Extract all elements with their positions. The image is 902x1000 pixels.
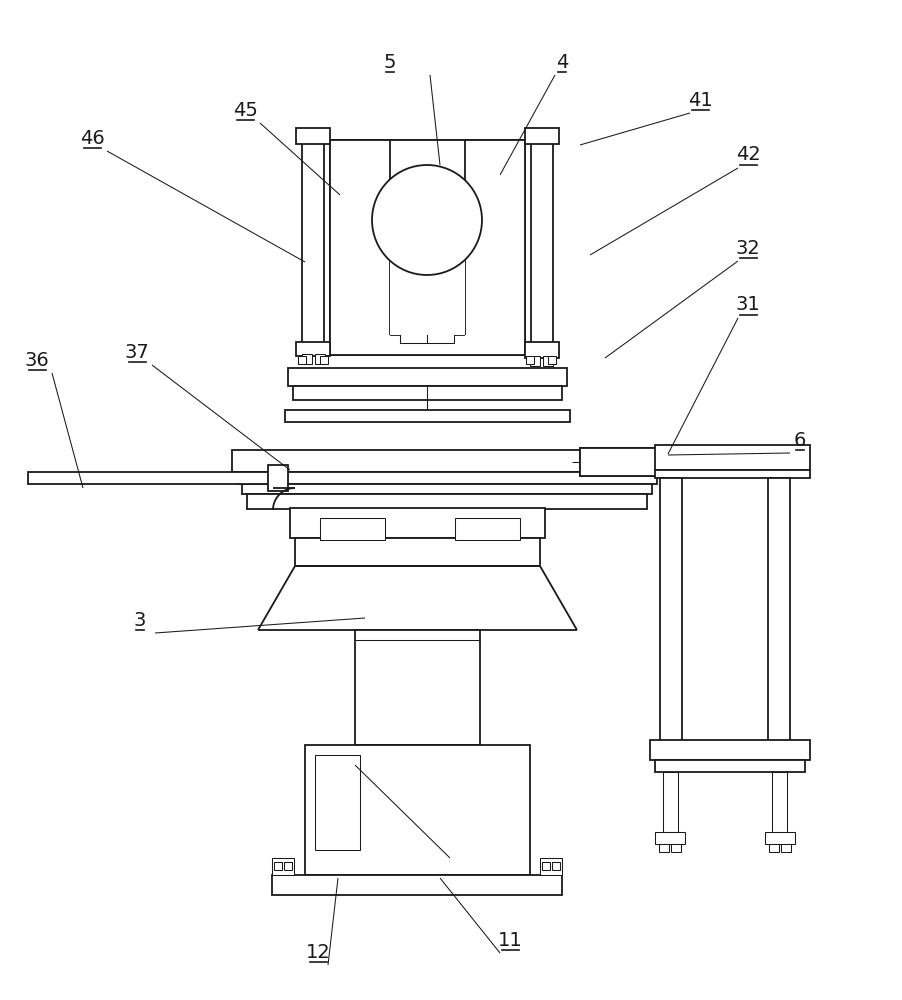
Bar xyxy=(660,478,682,768)
Bar xyxy=(330,140,525,355)
Bar xyxy=(295,538,540,566)
Bar xyxy=(284,862,292,870)
Text: 5: 5 xyxy=(383,52,396,72)
Bar xyxy=(525,128,559,144)
Bar xyxy=(232,450,662,472)
Bar xyxy=(288,368,567,386)
Bar xyxy=(296,128,330,144)
Text: 45: 45 xyxy=(233,101,257,119)
Bar xyxy=(247,494,647,509)
Bar xyxy=(772,772,787,832)
Bar xyxy=(330,140,388,355)
Bar xyxy=(655,445,810,470)
Bar xyxy=(355,630,480,745)
Bar xyxy=(320,356,328,364)
Bar xyxy=(28,472,273,484)
Bar xyxy=(400,315,454,343)
Bar xyxy=(296,342,330,356)
Bar xyxy=(540,858,562,875)
Bar xyxy=(671,844,681,852)
Bar xyxy=(293,386,562,400)
Text: 42: 42 xyxy=(736,145,760,164)
Bar xyxy=(285,410,570,422)
Bar xyxy=(290,508,545,538)
Bar xyxy=(768,478,790,768)
Bar xyxy=(315,755,360,850)
Bar xyxy=(302,130,324,345)
Circle shape xyxy=(372,165,482,275)
Text: 32: 32 xyxy=(736,238,760,257)
Bar xyxy=(320,518,385,540)
Bar xyxy=(655,832,685,844)
Text: 41: 41 xyxy=(687,91,713,109)
Bar xyxy=(552,862,560,870)
Bar xyxy=(548,356,556,364)
Text: 31: 31 xyxy=(736,296,760,314)
Bar xyxy=(526,356,534,364)
Bar xyxy=(580,448,765,476)
Bar xyxy=(765,832,795,844)
Bar xyxy=(650,740,810,760)
Bar xyxy=(543,356,553,366)
Text: 37: 37 xyxy=(124,342,150,361)
Bar xyxy=(580,448,765,476)
Bar xyxy=(525,342,559,358)
Bar xyxy=(530,356,540,366)
Bar xyxy=(272,875,562,895)
Bar xyxy=(781,844,791,852)
Bar xyxy=(268,465,288,491)
Bar xyxy=(531,130,553,345)
Bar xyxy=(655,760,805,772)
Text: 46: 46 xyxy=(79,128,105,147)
Bar xyxy=(315,354,325,364)
Bar xyxy=(237,472,657,484)
Bar xyxy=(274,862,282,870)
Bar xyxy=(542,862,550,870)
Bar xyxy=(272,858,294,875)
Bar xyxy=(663,772,678,832)
Text: 11: 11 xyxy=(498,930,522,950)
Bar xyxy=(769,844,779,852)
Bar xyxy=(242,484,652,494)
Text: 12: 12 xyxy=(306,942,330,962)
Text: 4: 4 xyxy=(556,52,568,72)
Bar xyxy=(659,844,669,852)
Text: 6: 6 xyxy=(794,430,806,450)
Text: 3: 3 xyxy=(133,610,146,630)
Bar xyxy=(455,518,520,540)
Bar xyxy=(305,745,530,875)
Bar xyxy=(302,354,312,364)
Bar xyxy=(330,140,525,355)
Text: 36: 36 xyxy=(24,351,50,369)
Bar xyxy=(390,180,465,335)
Bar xyxy=(298,356,306,364)
Bar xyxy=(655,470,810,478)
